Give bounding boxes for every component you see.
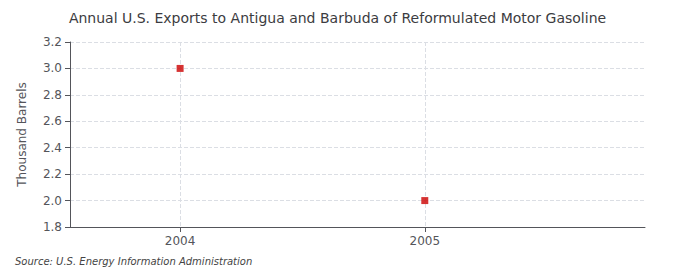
svg-text:1.8: 1.8 <box>43 220 62 234</box>
svg-text:Thousand Barrels: Thousand Barrels <box>15 82 29 187</box>
svg-text:3.2: 3.2 <box>43 35 62 49</box>
svg-text:2.8: 2.8 <box>43 88 62 102</box>
svg-text:2004: 2004 <box>165 234 196 248</box>
svg-text:2005: 2005 <box>410 234 441 248</box>
svg-text:2.0: 2.0 <box>43 194 62 208</box>
svg-text:3.0: 3.0 <box>43 61 62 75</box>
svg-text:2.6: 2.6 <box>43 114 62 128</box>
svg-text:Source: U.S. Energy Informatio: Source: U.S. Energy Information Administ… <box>15 256 252 267</box>
svg-text:2.2: 2.2 <box>43 167 62 181</box>
svg-text:2.4: 2.4 <box>43 141 62 155</box>
svg-text:Annual U.S. Exports to Antigua: Annual U.S. Exports to Antigua and Barbu… <box>69 10 606 26</box>
